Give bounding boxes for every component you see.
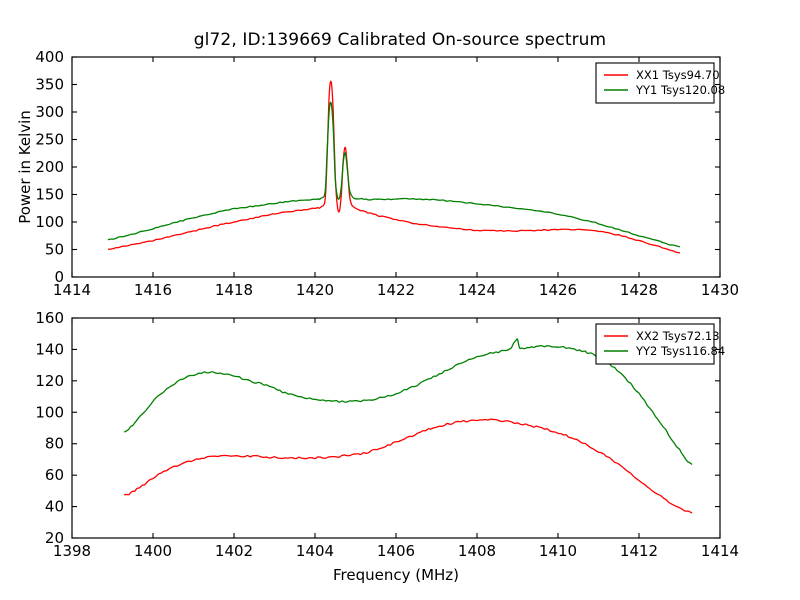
spectrum-trace [107,101,681,248]
x-tick-label: 1414 [53,281,91,299]
y-tick-label: 250 [35,131,64,149]
y-tick-label: 40 [45,498,64,516]
y-tick-label: 80 [45,435,64,453]
y-tick-label: 100 [35,213,64,231]
legend-entry-label: YY1 Tsys120.08 [635,83,725,97]
figure-title: gl72, ID:139669 Calibrated On-source spe… [193,30,607,50]
x-tick-label: 1412 [620,542,658,560]
x-tick-label: 1422 [377,281,415,299]
x-tick-label: 1410 [539,542,577,560]
x-tick-label: 1430 [701,281,739,299]
top-panel-axes: 1414 1416 1418 1420 1422 1424 1426 1428 1430 0 50 1… [16,48,739,299]
x-tick-label: 1416 [134,281,172,299]
y-tick-label: 150 [35,186,64,204]
x-tick-label: 1424 [458,281,496,299]
legend-entry-label: YY2 Tsys116.84 [635,344,725,358]
legend-entry-label: XX1 Tsys94.70 [636,68,720,82]
y-tick-label: 160 [35,309,64,327]
y-tick-label: 120 [35,372,64,390]
y-tick-label: 400 [35,48,64,66]
y-tick-label: 200 [35,158,64,176]
x-tick-label: 1398 [53,542,91,560]
spectrum-trace [107,80,681,254]
x-tick-label: 1418 [215,281,253,299]
legend-entry-label: XX2 Tsys72.13 [636,329,720,343]
y-tick-label: 140 [35,340,64,358]
y-tick-label: 100 [35,403,64,421]
y-tick-label: 350 [35,76,64,94]
y-tick-label: 0 [54,268,64,286]
x-tick-label: 1428 [620,281,658,299]
x-tick-label: 1404 [296,542,334,560]
bottom-panel-axes: 1398 1400 1402 1404 1406 1408 1410 1412 1414 20 40… [35,309,739,584]
x-axis-label: Frequency (MHz) [333,566,459,584]
data-traces [107,80,681,254]
y-tick-label: 300 [35,103,64,121]
x-tick-label: 1414 [701,542,739,560]
data-traces [124,338,693,514]
x-tick-label: 1408 [458,542,496,560]
y-tick-label: 50 [45,241,64,259]
x-tick-label: 1406 [377,542,415,560]
y-tick-label: 20 [45,529,64,547]
x-tick-label: 1402 [215,542,253,560]
x-tick-label: 1400 [134,542,172,560]
x-tick-label: 1426 [539,281,577,299]
y-tick-label: 60 [45,466,64,484]
spectrum-trace [124,418,693,514]
y-axis-label: Power in Kelvin [16,110,34,224]
x-tick-label: 1420 [296,281,334,299]
